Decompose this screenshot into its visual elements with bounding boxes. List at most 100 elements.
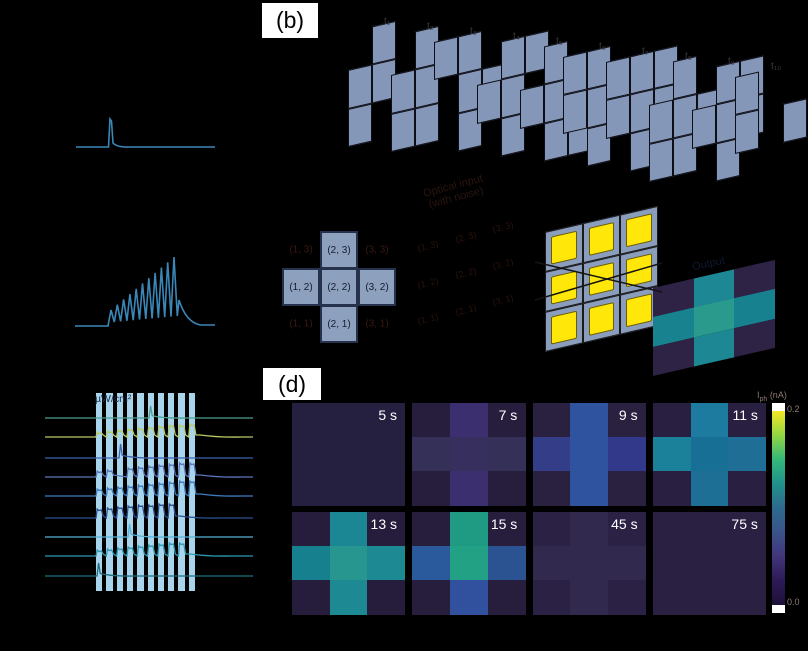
heatmap-cell (412, 471, 451, 506)
heatmap-cell (367, 546, 406, 581)
heatmap-time-label: 11 s (732, 407, 758, 423)
pixel-coordinate-label: (2, 3) (454, 229, 477, 244)
heatmap-cell (570, 546, 609, 581)
sensor-pixel (626, 253, 652, 288)
heatmap-frame: 15 s (412, 512, 526, 615)
heatmap-cell (487, 437, 526, 472)
heatmap-cell (329, 546, 368, 581)
heatmap-cell (652, 546, 692, 581)
output-caption: Output (691, 254, 726, 274)
heatmap-cell (607, 437, 647, 472)
heatmap-cell (652, 580, 692, 615)
heatmap-time-label: 5 s (378, 407, 397, 423)
input-frame-cell (348, 103, 372, 147)
sensor-cell (545, 303, 583, 352)
optical-input-frame-stack: t₁ t₂ t₃ t₄ t₅ t₆ t₇ t₈ t₉ t₁₀ (0, 0, 808, 220)
heatmap-frame: 11 s (652, 403, 767, 506)
heatmap-time-label: 7 s (498, 407, 518, 423)
heatmap-cell (487, 512, 526, 547)
heatmap-cell (570, 580, 609, 615)
input-frame-cell (692, 104, 716, 149)
heatmap-cell (532, 512, 571, 547)
array-sensor (545, 205, 658, 352)
heatmap-frame: 7 s (412, 403, 526, 506)
frame-time-label: t₂ (427, 21, 434, 32)
sensor-pixel (551, 270, 577, 305)
frame-time-label: t₈ (685, 51, 692, 62)
heatmap-cell (487, 403, 526, 438)
cross-square: (2, 2) (320, 268, 358, 306)
cross-corner-label: (1, 3) (289, 244, 313, 256)
heatmap-cell (728, 546, 767, 581)
heatmap-cell (570, 437, 609, 472)
heatmap-cell (292, 546, 331, 581)
input-frame-cell (520, 84, 544, 129)
heatmap-cell (532, 546, 571, 581)
output-heatmap (653, 259, 776, 377)
heatmap-cell (607, 471, 647, 506)
heatmap-cell (329, 580, 368, 615)
pixel-coordinate-label: (2, 2) (454, 265, 477, 281)
heatmap-cell (412, 403, 451, 438)
sensor-pixel (588, 261, 615, 296)
input-frame (735, 60, 807, 192)
sensor-pixel (588, 221, 615, 256)
heatmap-cell (690, 546, 729, 581)
heatmap-cell (329, 403, 368, 438)
pixel-coordinate-label: (1, 1) (416, 311, 440, 327)
input-frame-cell (434, 36, 458, 81)
heatmap-cell (607, 580, 647, 615)
heatmap-cell (532, 403, 571, 438)
pixel-coordinate-label: (3, 3) (491, 219, 515, 235)
light-pulse-band (147, 393, 154, 591)
heatmap-cell (570, 471, 609, 506)
heatmap-cell (412, 512, 451, 547)
frame-time-label: t₇ (642, 46, 649, 57)
pixel-coordinate-label: (1, 2) (416, 275, 440, 290)
colorbar-bottom-cap (772, 605, 785, 613)
heatmap-time-label: 15 s (490, 516, 518, 532)
heatmap-cell (728, 471, 767, 506)
colorbar-title: Iph (nA) (757, 390, 787, 403)
heatmap-cell (367, 512, 406, 547)
light-pulse-band (116, 393, 123, 591)
heatmap-frame: 9 s (532, 403, 647, 506)
heatmap-frame: 45 s (532, 512, 647, 615)
input-frame-cell (649, 99, 673, 144)
heatmap-cell (690, 471, 729, 506)
cross-square: (3, 2) (358, 268, 396, 306)
heatmap-cell (292, 437, 331, 472)
heatmap-cell (728, 403, 767, 438)
light-pulse-band (157, 393, 165, 591)
sensor-pixel (551, 230, 577, 265)
heatmap-cell (292, 512, 331, 547)
heatmap-cell (690, 437, 729, 472)
heatmap-frame: 5 s (292, 403, 406, 506)
heatmap-cell (449, 580, 489, 615)
pixel-coordinate-label: (3, 1) (491, 292, 515, 308)
heatmap-cell (728, 580, 767, 615)
light-pulse-band (178, 393, 185, 591)
panel-d-label: (d) (263, 368, 321, 400)
heatmap-cell (532, 580, 571, 615)
heatmap-cell (449, 437, 489, 472)
colorbar-title-symbol: I (757, 390, 760, 400)
input-frame-cell (606, 56, 630, 101)
pixel-coordinate-label: (1, 3) (416, 238, 440, 254)
cross-square: (2, 1) (320, 305, 358, 343)
light-pulse-band (168, 393, 175, 591)
input-frame-cell (563, 89, 587, 134)
frame-time-label: t₉ (728, 56, 735, 67)
heatmap-cell (449, 403, 489, 438)
input-frame-cell (391, 108, 415, 152)
colorbar-title-subscript: ph (759, 395, 768, 403)
input-frame-cell (477, 79, 501, 124)
heatmap-cell (367, 580, 406, 615)
frame-time-label: t₆ (599, 41, 606, 52)
heatmap-cell (449, 546, 489, 581)
pixel-coordinate-label: (3, 2) (491, 256, 515, 271)
heatmap-cell (728, 512, 767, 547)
colorbar-tick-max: 0.2 (787, 404, 800, 414)
heatmap-cell (570, 403, 609, 438)
